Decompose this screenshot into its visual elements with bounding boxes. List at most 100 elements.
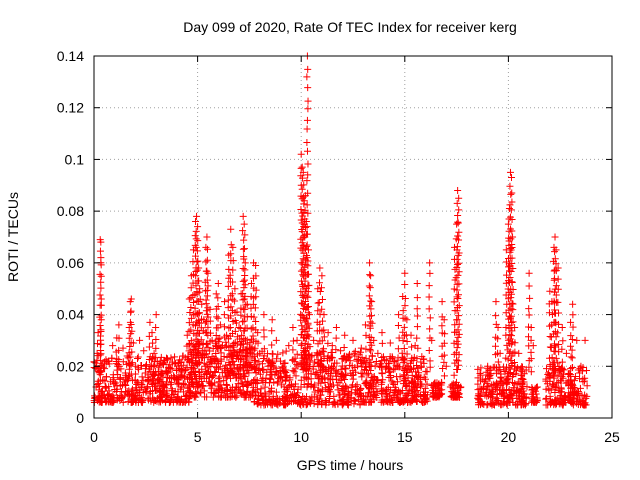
data-point [362,331,370,339]
data-point [395,334,403,342]
data-point [193,258,201,266]
data-point [134,398,142,406]
data-point [96,270,104,278]
data-point [454,326,462,334]
data-point [368,341,376,349]
y-tick-label: 0.04 [57,307,84,323]
data-point [260,311,268,319]
data-point [302,398,310,406]
data-point [440,339,448,347]
data-point [480,383,488,391]
data-point [283,372,291,380]
data-point [304,303,312,311]
data-point [267,375,275,383]
data-point [202,258,210,266]
data-point [202,307,210,315]
data-point [223,353,231,361]
data-point [334,369,342,377]
data-point [322,398,330,406]
data-point [399,359,407,367]
data-point [579,400,587,408]
data-point [179,352,187,360]
data-point [554,275,562,283]
data-point [531,398,539,406]
data-point [581,391,589,399]
data-point [195,319,203,327]
data-point [338,355,346,363]
data-point [428,336,436,344]
data-point [425,346,433,354]
data-point [318,385,326,393]
data-point [197,336,205,344]
data-point [263,356,271,364]
data-point [203,233,211,241]
data-point [168,385,176,393]
data-point [155,362,163,370]
data-point [552,333,560,341]
data-point [191,232,199,240]
data-point [267,358,275,366]
data-point [240,236,248,244]
data-point [366,271,374,279]
data-point [227,225,235,233]
data-point [378,370,386,378]
data-point [113,366,121,374]
data-point [455,330,463,338]
data-point [280,383,288,391]
data-point [454,333,462,341]
data-point [304,97,312,105]
data-point [328,342,336,350]
data-point [552,365,560,373]
data-point [192,227,200,235]
data-point [368,352,376,360]
data-point [303,242,311,250]
data-point [189,298,197,306]
data-point [240,253,248,261]
data-point [145,332,153,340]
data-point [97,254,105,262]
data-point [407,331,415,339]
data-point [190,393,198,401]
data-point [251,304,259,312]
data-point [366,324,374,332]
data-point [582,394,590,402]
data-point [261,383,269,391]
data-point [293,350,301,358]
data-point [206,329,214,337]
data-point [370,388,378,396]
data-point [297,288,305,296]
data-point [552,291,560,299]
data-point [170,372,178,380]
data-point [554,371,562,379]
data-point [96,376,104,384]
data-point [558,345,566,353]
data-point [523,383,531,391]
data-point [314,350,322,358]
data-point [493,391,501,399]
data-point [366,284,374,292]
data-point [475,396,483,404]
data-point [262,397,270,405]
data-point [556,377,564,385]
data-point [227,364,235,372]
data-point [455,312,463,320]
data-point [243,300,251,308]
data-point [435,380,443,388]
data-point [256,370,264,378]
data-point [454,271,462,279]
data-point [127,395,135,403]
data-point [401,357,409,365]
data-point [200,387,208,395]
data-point [357,344,365,352]
y-tick-label: 0 [76,410,84,426]
data-point [507,206,515,214]
data-point [171,387,179,395]
data-point [509,265,517,273]
data-point [257,385,265,393]
data-point [252,293,260,301]
data-point [388,353,396,361]
data-point [239,318,247,326]
data-point [320,345,328,353]
data-point [239,227,247,235]
data-point [252,261,260,269]
